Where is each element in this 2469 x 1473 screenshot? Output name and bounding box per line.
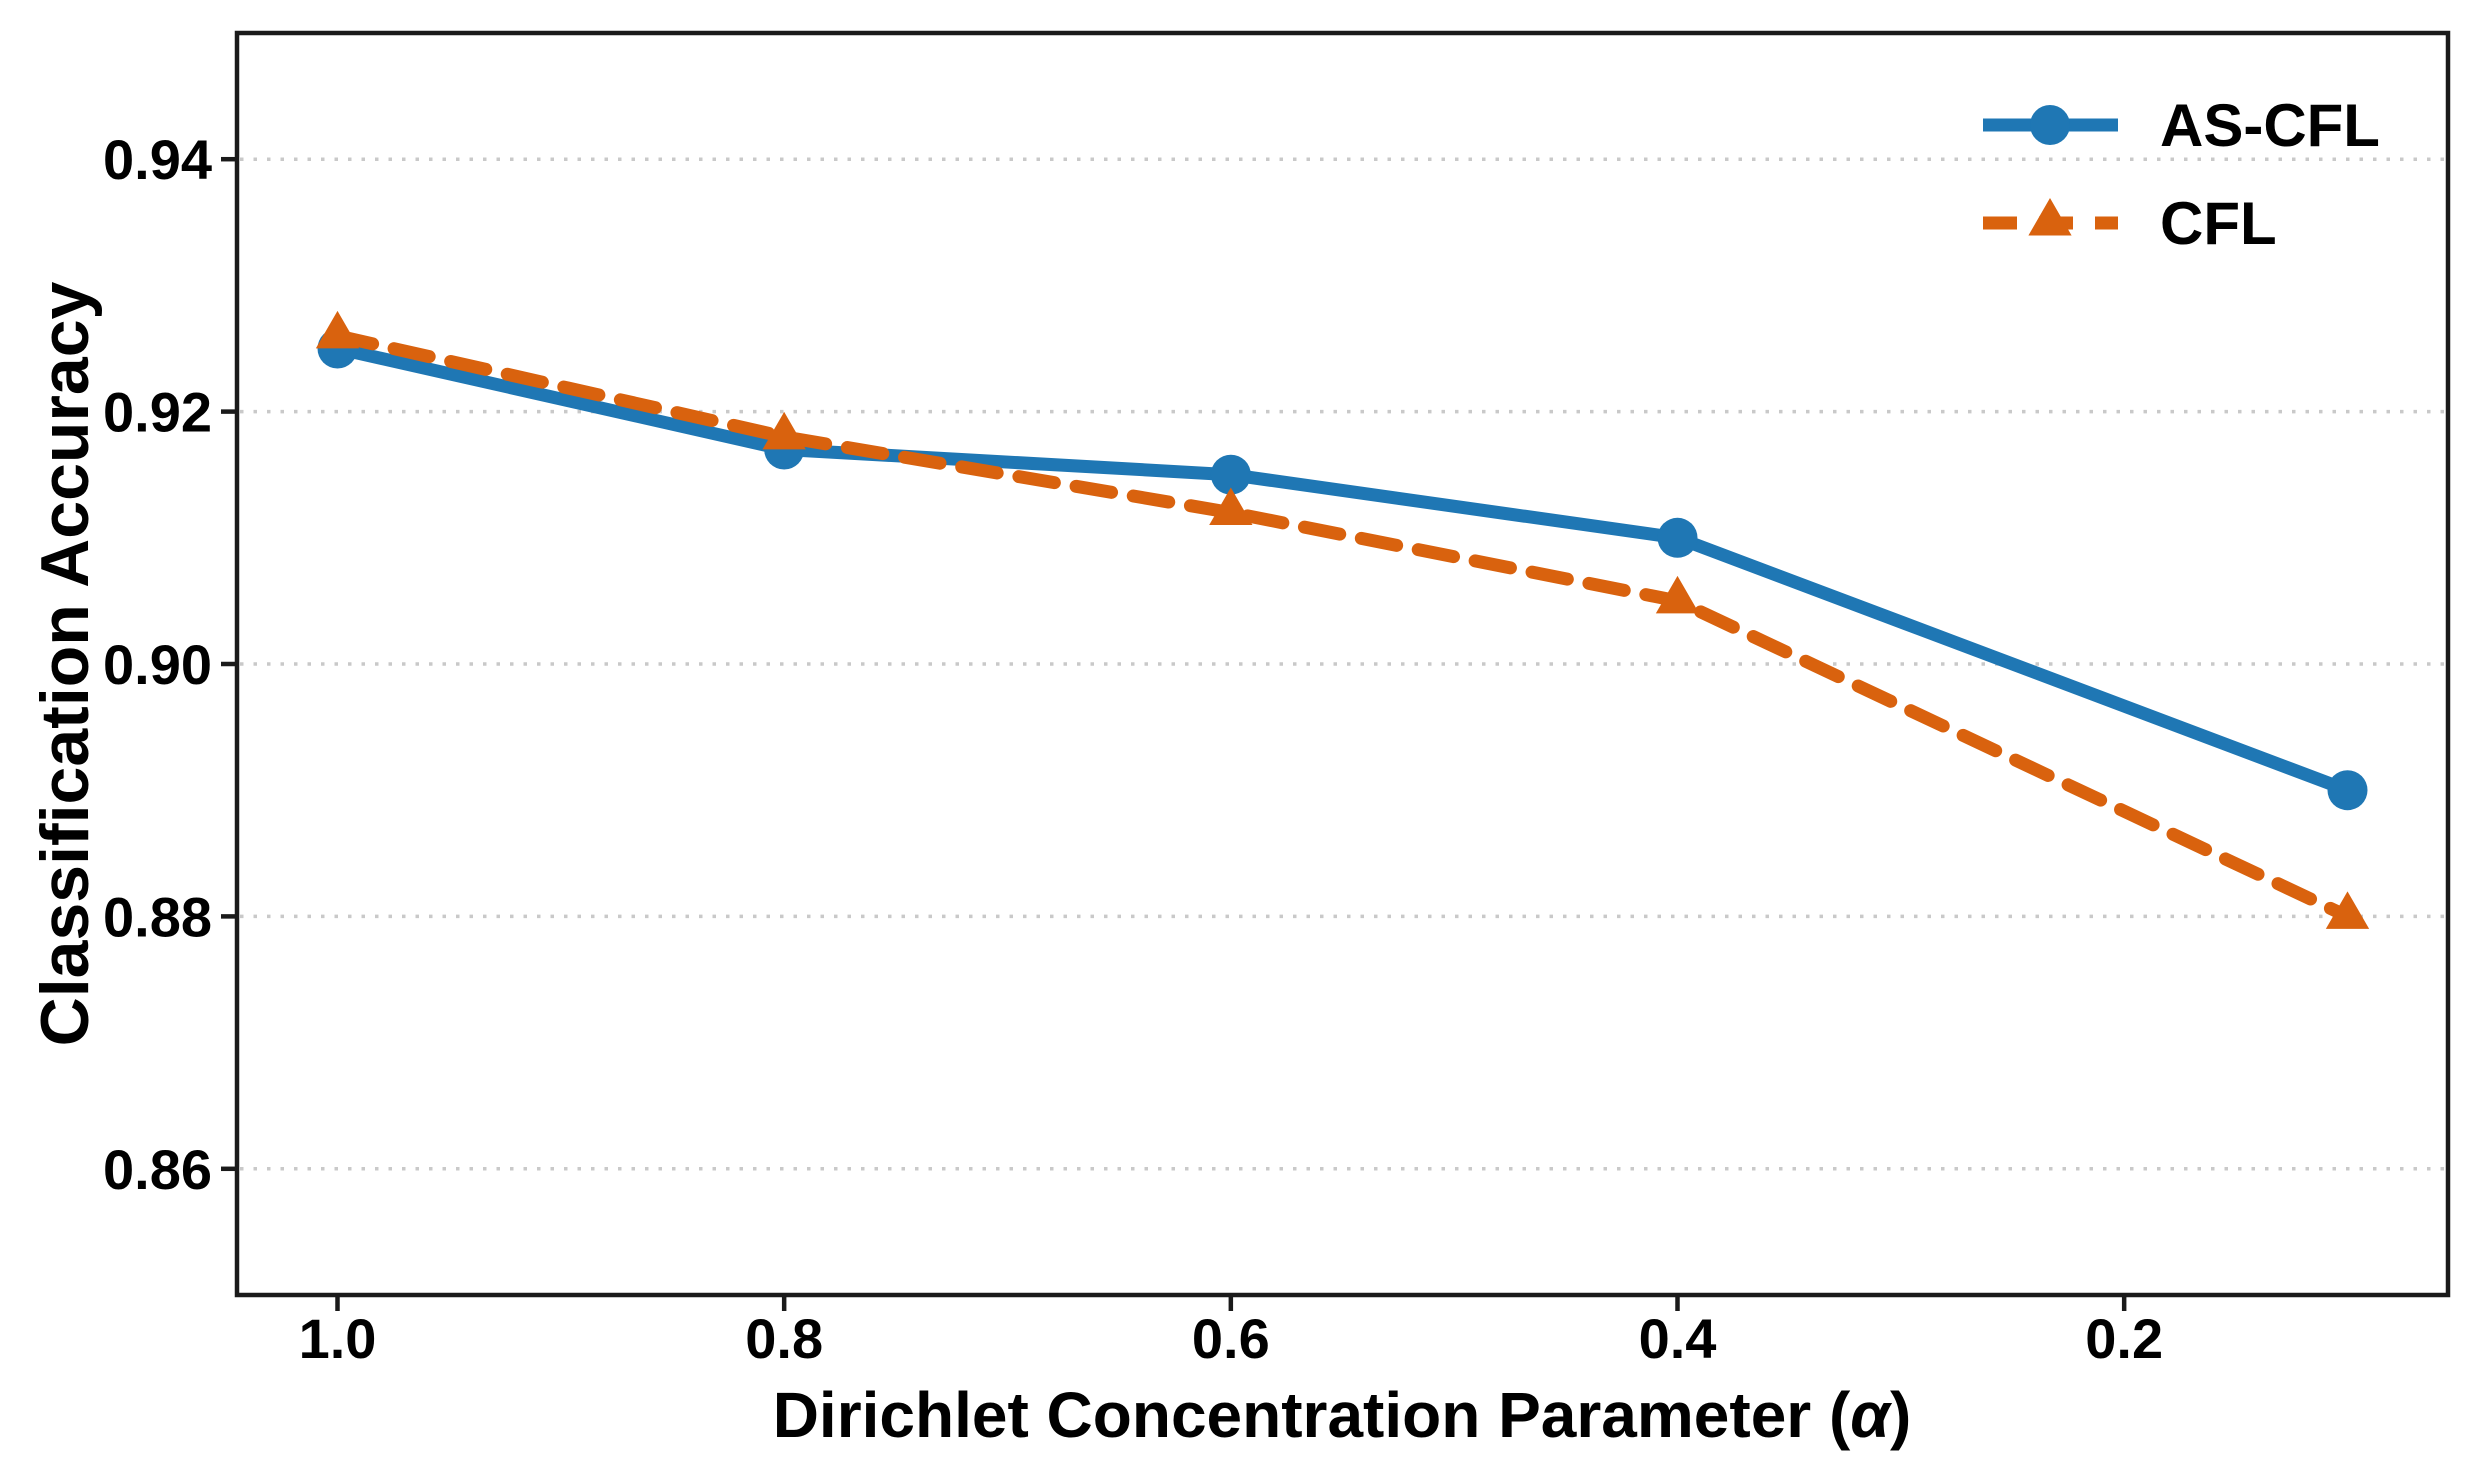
y-tick-label: 0.94 [103,128,212,191]
legend-entry-as-cfl: AS-CFL [1983,92,2380,159]
data-point-triangle-cfl [1209,487,1253,526]
legend-triangle-marker-icon [2028,198,2072,236]
gridlines-layer [240,157,2445,1171]
y-tick-label: 0.90 [103,633,212,696]
legend-label-cfl: CFL [2160,190,2277,257]
y-tick-label: 0.86 [103,1138,212,1201]
data-point-circle-as-cfl [1210,454,1251,495]
x-axis-label: Dirichlet Concentration Parameter (α) [773,1379,1912,1451]
x-axis-label-prefix: Dirichlet Concentration Parameter ( [773,1379,1851,1451]
y-axis-label: Classification Accuracy [27,281,103,1046]
x-tick-label: 0.6 [1192,1307,1270,1370]
legend: AS-CFL CFL [1983,92,2380,257]
x-axis-label-suffix: ) [1890,1379,1911,1451]
data-point-triangle-cfl [2325,891,2370,929]
data-point-triangle-cfl [762,411,806,450]
legend-circle-marker-icon [2030,105,2070,145]
y-tick-label: 0.88 [103,885,212,948]
ticks-layer: 1.0 0.8 0.6 0.4 0.2 0.94 0.92 0.90 0.88 0.86 [103,128,2163,1370]
legend-entry-cfl: CFL [1983,190,2277,257]
x-tick-label: 1.0 [299,1307,377,1370]
series-layer [315,310,2370,929]
legend-label-as-cfl: AS-CFL [2160,92,2380,159]
data-point-triangle-cfl [1655,575,1700,614]
x-tick-label: 0.2 [2085,1307,2163,1370]
data-point-circle-as-cfl [2327,770,2368,811]
alpha-symbol: α [1850,1379,1892,1451]
x-tick-label: 0.8 [745,1307,823,1370]
series-line-as-cfl [331,342,2354,797]
x-tick-label: 0.4 [1639,1307,1717,1370]
data-point-triangle-cfl [315,310,360,349]
y-tick-label: 0.92 [103,381,212,444]
data-point-circle-as-cfl [1657,517,1698,558]
